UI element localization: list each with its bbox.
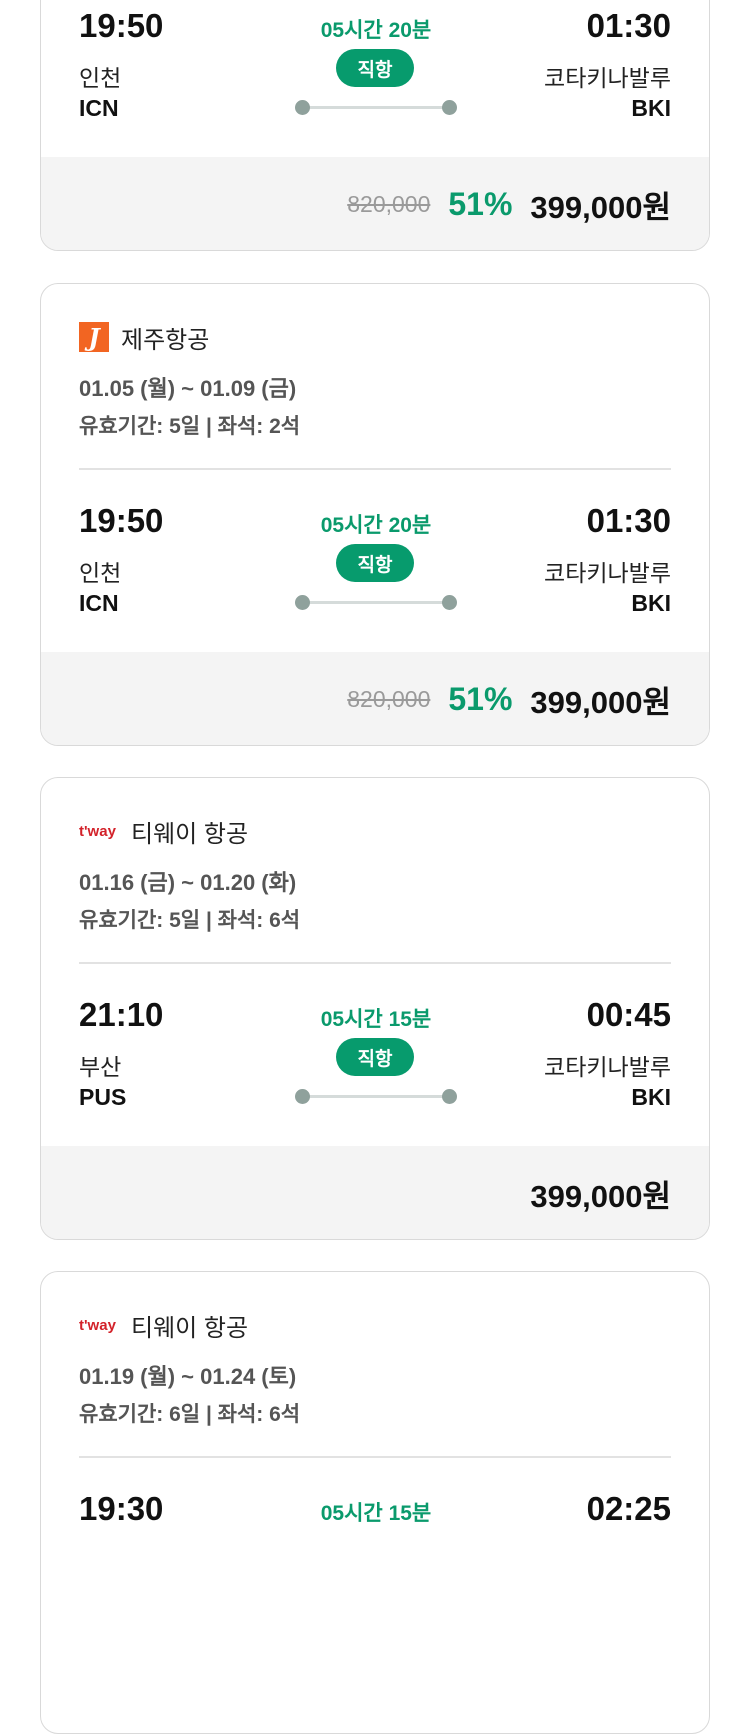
route-line-icon: [295, 100, 457, 115]
tway-logo-icon: t'way: [79, 822, 116, 840]
price-footer: 820,000 51% 399,000원: [41, 652, 709, 745]
flight-duration: 05시간 20분: [320, 514, 432, 537]
departure-time: 19:50: [79, 7, 164, 44]
discount-rate: 51%: [448, 681, 513, 717]
divider: [79, 962, 671, 964]
price-footer: 820,000 51% 399,000원: [41, 157, 709, 250]
arrival-time: 01:30: [586, 502, 671, 539]
departure-code: ICN: [79, 95, 119, 121]
arrival-city: 코타키나발루: [544, 1054, 671, 1080]
airline-name: 티웨이 항공: [131, 1314, 249, 1342]
original-price: 820,000: [347, 191, 431, 217]
validity-seats: 유효기간: 6일 | 좌석: 6석: [79, 1403, 301, 1426]
departure-code: ICN: [79, 590, 119, 616]
price-footer: 399,000원: [41, 1146, 709, 1239]
divider: [79, 1456, 671, 1458]
airline: t'way 티웨이 항공: [79, 814, 248, 848]
arrival-code: BKI: [631, 1084, 671, 1110]
airline-name: 티웨이 항공: [131, 820, 249, 848]
flight-card[interactable]: t'way 티웨이 항공 01.16 (금) ~ 01.20 (화) 유효기간: …: [40, 777, 710, 1240]
arrival-time: 02:25: [586, 1490, 671, 1527]
divider: [79, 468, 671, 470]
arrival-city: 코타키나발루: [544, 560, 671, 586]
flight-duration: 05시간 20분: [320, 19, 432, 42]
arrival-code: BKI: [631, 95, 671, 121]
departure-city: 인천: [79, 560, 122, 586]
departure-time: 21:10: [79, 996, 164, 1033]
flight-duration: 05시간 15분: [320, 1008, 432, 1031]
route-line-icon: [295, 595, 457, 610]
direct-badge: 직항: [336, 544, 414, 582]
airline-name: 제주항공: [121, 326, 210, 354]
airline: t'way 티웨이 항공: [79, 1308, 248, 1342]
arrival-city: 코타키나발루: [544, 65, 671, 91]
price: 399,000원: [530, 1179, 671, 1214]
airline: J 제주항공: [79, 320, 209, 354]
travel-dates: 01.16 (금) ~ 01.20 (화): [79, 870, 297, 895]
travel-dates: 01.19 (월) ~ 01.24 (토): [79, 1364, 297, 1389]
arrival-time: 00:45: [586, 996, 671, 1033]
discount-rate: 51%: [448, 186, 513, 222]
departure-city: 인천: [79, 65, 122, 91]
price: 399,000원: [530, 685, 671, 720]
departure-time: 19:50: [79, 502, 164, 539]
travel-dates: 01.05 (월) ~ 01.09 (금): [79, 376, 297, 401]
flight-card[interactable]: t'way 티웨이 항공 01.19 (월) ~ 01.24 (토) 유효기간: …: [40, 1271, 710, 1734]
validity-seats: 유효기간: 5일 | 좌석: 6석: [79, 909, 301, 932]
direct-badge: 직항: [336, 1038, 414, 1076]
route-line-icon: [295, 1089, 457, 1104]
original-price: 820,000: [347, 686, 431, 712]
price: 399,000원: [530, 190, 671, 225]
flight-card[interactable]: 19:50 인천 ICN 05시간 20분 직항 01:30 코타키나발루 BK…: [40, 0, 710, 251]
flight-card[interactable]: J 제주항공 01.05 (월) ~ 01.09 (금) 유효기간: 5일 | 좌…: [40, 283, 710, 746]
departure-city: 부산: [79, 1054, 122, 1080]
direct-badge: 직항: [336, 49, 414, 87]
arrival-code: BKI: [631, 590, 671, 616]
validity-seats: 유효기간: 5일 | 좌석: 2석: [79, 415, 301, 438]
departure-code: PUS: [79, 1084, 127, 1110]
arrival-time: 01:30: [586, 7, 671, 44]
tway-logo-icon: t'way: [79, 1316, 116, 1334]
jeju-air-logo-icon: J: [79, 322, 109, 352]
